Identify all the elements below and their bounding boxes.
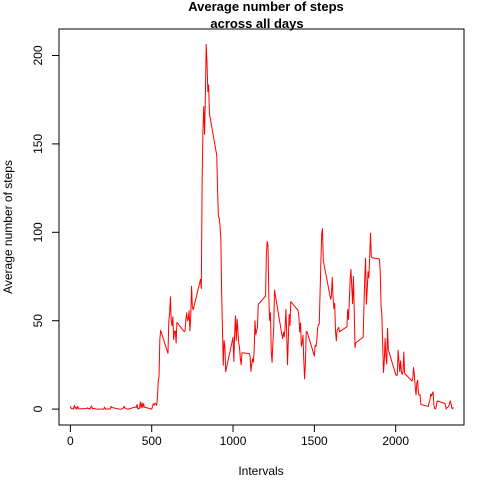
y-tick-label: 50: [31, 314, 45, 328]
y-tick-label: 200: [31, 45, 45, 65]
x-tick-label: 500: [142, 434, 162, 448]
x-tick-label: 0: [67, 434, 74, 448]
chart-title-line1: Average number of steps: [188, 0, 344, 14]
y-axis-title: Average number of steps: [1, 160, 15, 294]
series-line: [69, 44, 454, 410]
series-layer: [69, 44, 454, 410]
y-axis: 0 50 100 150 200: [31, 45, 60, 412]
x-axis: 0 500 1000 1500 2000: [67, 424, 409, 448]
y-tick-label: 150: [31, 134, 45, 154]
y-tick-label: 100: [31, 222, 45, 242]
x-tick-label: 1500: [301, 434, 328, 448]
x-tick-label: 1000: [220, 434, 247, 448]
x-axis-title: Intervals: [238, 464, 283, 478]
chart-title-line2: across all days: [210, 16, 303, 31]
x-tick-label: 2000: [382, 434, 409, 448]
y-tick-label: 0: [31, 405, 45, 412]
